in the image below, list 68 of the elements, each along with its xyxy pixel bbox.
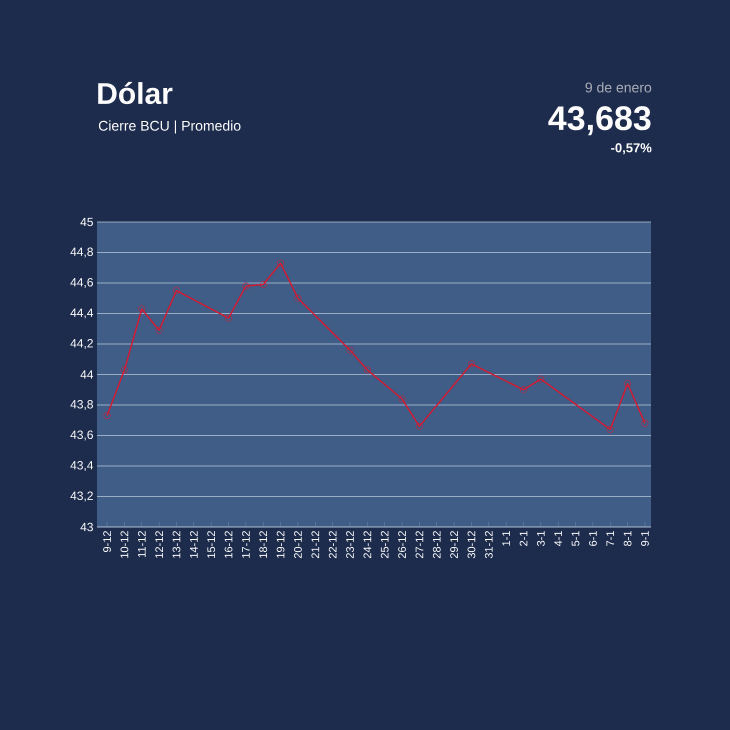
x-tick-label: 1-1: [502, 531, 510, 546]
x-tick-label: 30-12: [468, 531, 476, 558]
x-tick-label: 14-12: [190, 531, 198, 558]
point: [624, 380, 632, 388]
y-tick-label: 43,2: [70, 492, 93, 502]
chart-title: Dólar: [98, 82, 172, 104]
point: [104, 412, 111, 420]
point: [277, 260, 284, 267]
x-tick-label: 12-12: [155, 531, 163, 558]
point: [242, 282, 250, 290]
y-tick-label: 44,4: [70, 308, 94, 318]
x-tick-label: 23-12: [346, 531, 354, 558]
x-tick-label: 21-12: [311, 531, 320, 558]
text: -0,57%: [611, 143, 652, 154]
x-tick-label: 19-12: [276, 531, 284, 558]
point: [606, 426, 614, 433]
x-tick-label: 3-1: [536, 531, 545, 546]
x-tick-label: 26-12: [398, 531, 406, 558]
x-tick-label: 9-12: [103, 531, 111, 552]
x-tick-label: 29-12: [450, 531, 458, 558]
point: [120, 366, 128, 374]
x-tick-label: 2-1: [520, 531, 528, 546]
x-tick-label: 31-12: [484, 531, 493, 558]
point: [260, 281, 267, 288]
y-tick-label: 44,8: [70, 248, 93, 258]
x-tick-label: 13-12: [172, 531, 180, 558]
point: [225, 314, 232, 322]
x-tick-label: 28-12: [432, 531, 441, 558]
y-tick-label: 43: [80, 522, 93, 532]
text: 43,683: [548, 106, 651, 136]
y-tick-label: 43,8: [70, 400, 93, 410]
x-tick-label: 18-12: [259, 531, 268, 558]
point: [364, 366, 371, 374]
y-tick-label: 43,6: [70, 430, 93, 440]
point: [156, 326, 163, 334]
point: [173, 287, 180, 294]
point: [641, 420, 648, 427]
point: [537, 376, 544, 383]
point: [294, 294, 302, 302]
x-tick-label: 7-1: [606, 531, 614, 546]
x-tick-label: 25-12: [380, 531, 389, 558]
x-tick-label: 8-1: [624, 531, 632, 546]
point: [520, 386, 527, 394]
x-tick-label: 11-12: [138, 531, 146, 558]
y-tick-label: 45: [80, 218, 93, 226]
x-tick-label: 22-12: [328, 531, 336, 558]
x-tick-label: 4-1: [554, 531, 562, 546]
y-tick-label: 44,6: [70, 278, 93, 288]
x-tick-label: 9-1: [641, 531, 649, 546]
x-tick-label: 20-12: [294, 531, 302, 558]
x-tick-label: 6-1: [589, 531, 597, 546]
y-tick-label: 44: [80, 370, 94, 379]
x-tick-label: 10-12: [120, 531, 128, 558]
x-tick-label: 15-12: [207, 531, 216, 558]
y-tick-label: 43,4: [70, 461, 94, 471]
x-tick-label: 16-12: [224, 531, 232, 558]
point: [398, 395, 406, 402]
point: [138, 305, 146, 312]
point: [346, 346, 354, 354]
point: [468, 360, 475, 368]
x-tick-label: 24-12: [364, 531, 372, 558]
y-tick-label: 44,2: [70, 339, 93, 349]
x-tick-label: 27-12: [416, 531, 424, 558]
x-tick-label: 17-12: [242, 531, 250, 558]
text: 9 de enero: [586, 82, 652, 92]
point: [416, 422, 423, 430]
chart-subtitle: Cierre BCU | Promedio: [98, 120, 240, 134]
x-tick-label: 5-1: [572, 531, 580, 546]
